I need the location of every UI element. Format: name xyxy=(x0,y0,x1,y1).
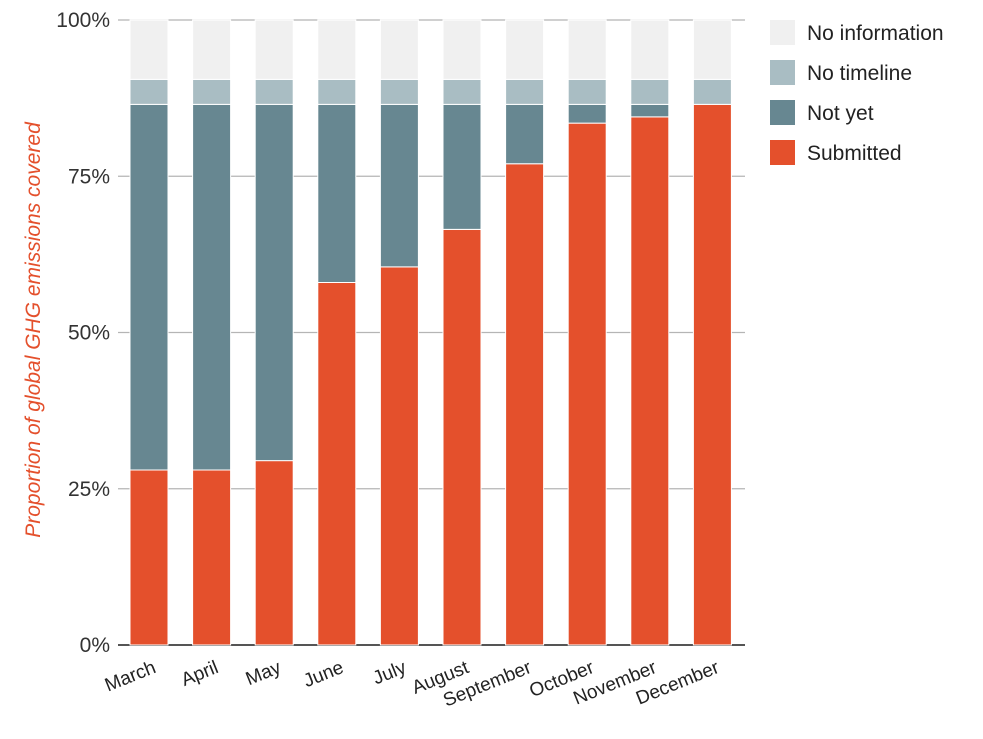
bar-segment-no-information xyxy=(567,19,607,80)
bar-segment-no-timeline xyxy=(692,78,732,105)
legend-label: Not yet xyxy=(807,102,874,125)
bar-segment-submitted xyxy=(505,163,545,646)
bar-segment-no-information xyxy=(379,19,419,80)
legend-swatch xyxy=(770,140,795,165)
legend-swatch xyxy=(770,100,795,125)
bar-segment-no-timeline xyxy=(567,78,607,105)
bar-segment-no-timeline xyxy=(505,78,545,105)
bar-segment-submitted xyxy=(254,460,294,646)
y-tick-label: 50% xyxy=(68,322,110,345)
bar-segment-submitted xyxy=(442,228,482,646)
bar-segment-no-timeline xyxy=(192,78,232,105)
bar-segment-no-information xyxy=(692,19,732,80)
legend: No information No timeline Not yet Submitte… xyxy=(770,20,944,165)
bar-segment-no-information xyxy=(442,19,482,80)
x-tick-label: June xyxy=(301,657,347,692)
bar-segment-not-yet xyxy=(567,103,607,124)
bar-segment-not-yet xyxy=(192,103,232,471)
bar-segment-submitted xyxy=(379,266,419,646)
bar-segment-no-information xyxy=(254,19,294,80)
bar-segment-submitted xyxy=(567,122,607,646)
bar-segment-no-timeline xyxy=(630,78,670,105)
legend-label: Submitted xyxy=(807,142,902,165)
bar-segment-submitted xyxy=(317,282,357,646)
bar-segment-no-timeline xyxy=(129,78,169,105)
bar-segment-no-information xyxy=(129,19,169,80)
y-tick-label: 25% xyxy=(68,478,110,501)
x-tick-label: July xyxy=(370,657,410,689)
x-tick-label: March xyxy=(102,657,159,696)
bar-segment-no-information xyxy=(317,19,357,80)
legend-swatch xyxy=(770,20,795,45)
bar-segment-no-timeline xyxy=(379,78,419,105)
bar-segment-no-timeline xyxy=(442,78,482,105)
bar-segment-not-yet xyxy=(317,103,357,283)
y-axis-label: Proportion of global GHG emissions cover… xyxy=(22,121,45,538)
legend-swatch xyxy=(770,60,795,85)
bar-segment-not-yet xyxy=(129,103,169,471)
bar-segment-no-timeline xyxy=(254,78,294,105)
bar-segment-submitted xyxy=(630,116,670,646)
bar-segment-submitted xyxy=(692,103,732,646)
y-tick-label: 100% xyxy=(56,9,110,32)
bar-segment-no-timeline xyxy=(317,78,357,105)
bar-segment-not-yet xyxy=(442,103,482,230)
bar-segment-no-information xyxy=(630,19,670,80)
x-tick-label: May xyxy=(243,657,285,690)
bar-segment-not-yet xyxy=(630,103,670,118)
y-tick-label: 0% xyxy=(80,634,110,657)
bar-segment-no-information xyxy=(505,19,545,80)
x-axis-ticks: March April May June July AugustSeptemberOcto… xyxy=(102,657,723,712)
legend-label: No timeline xyxy=(807,62,912,85)
bar-segment-not-yet xyxy=(379,103,419,268)
bar-segment-no-information xyxy=(192,19,232,80)
x-tick-label: April xyxy=(178,657,221,691)
bars xyxy=(129,19,732,646)
bar-segment-submitted xyxy=(192,469,232,646)
bar-segment-submitted xyxy=(129,469,169,646)
bar-segment-not-yet xyxy=(505,103,545,165)
y-axis-ticks: 0% 25% 50% 75% 100% xyxy=(56,9,110,657)
y-tick-label: 75% xyxy=(68,165,110,188)
legend-label: No information xyxy=(807,22,944,45)
bar-segment-not-yet xyxy=(254,103,294,462)
